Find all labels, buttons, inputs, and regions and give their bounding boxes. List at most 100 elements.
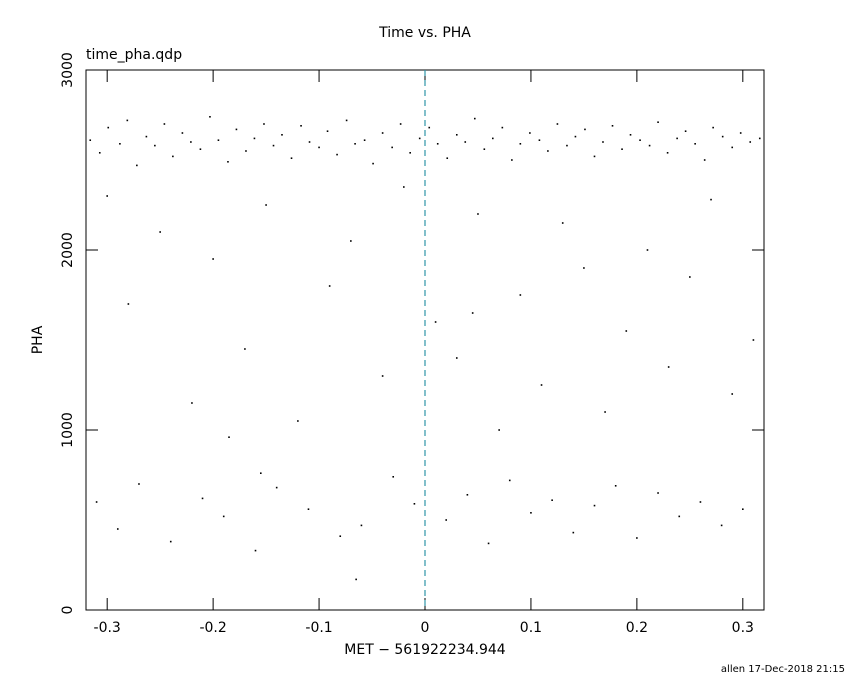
y-axis-label: PHA [30,325,46,354]
point [106,195,108,197]
point [254,549,257,552]
point [540,384,543,386]
point [519,294,522,296]
point [355,578,357,581]
point [464,141,467,143]
point [473,117,476,120]
point [657,121,659,123]
point [445,519,447,521]
point [145,135,148,138]
y-tick-label: 2000 [60,232,76,268]
chart-title: Time vs. PHA [378,25,471,41]
point [678,515,681,518]
point [621,148,623,150]
point [604,411,606,413]
point [667,366,670,368]
footer: allen 17-Dec-2018 21:15 [721,664,845,675]
point [629,134,632,136]
point [483,148,486,150]
point [712,126,714,129]
point [752,339,755,341]
point [259,472,262,474]
point [508,479,511,482]
point [584,128,586,131]
point [731,393,734,395]
point [583,267,585,269]
point [694,143,696,145]
point [501,126,504,129]
y-tick-label: 3000 [60,52,76,88]
point [127,303,130,305]
point [98,152,101,154]
point [731,146,734,149]
point [602,141,604,143]
point [547,150,549,152]
x-tick-label: -0.3 [94,620,121,636]
point [487,542,490,545]
point [538,139,541,141]
point [275,486,278,489]
point [190,141,192,143]
point [172,155,174,158]
point [290,157,293,159]
point [136,164,138,167]
point [529,132,531,134]
point [648,144,651,147]
point [281,134,283,136]
point [217,139,220,141]
point [666,152,669,154]
point [498,429,500,431]
point [336,153,338,156]
point [566,144,568,147]
point [381,132,384,134]
x-tick-label: -0.2 [199,620,226,636]
point [676,137,678,140]
point [749,141,752,143]
point [574,135,577,138]
point [350,240,352,242]
point [272,144,275,147]
point [511,159,513,161]
point [126,119,129,122]
point [636,537,638,539]
point [244,348,246,350]
point [212,258,214,260]
point [169,540,172,543]
point [199,148,202,150]
point [265,204,267,206]
point [191,402,193,404]
point [263,123,265,125]
point [95,501,98,503]
point [657,492,659,494]
y-tick-label: 0 [60,606,76,615]
point [209,116,211,118]
point [119,143,121,145]
point [519,143,522,145]
point [466,494,469,496]
point [307,508,310,510]
point [492,137,494,140]
point [222,515,225,518]
point [611,125,614,127]
point [235,128,238,131]
point [477,213,479,215]
point [201,497,204,500]
point [418,137,421,140]
point [360,524,363,527]
point [758,137,761,140]
point [639,139,641,141]
x-tick-label: 0.2 [626,620,648,636]
point [721,135,724,138]
point [116,528,119,530]
point [154,144,156,147]
point [308,141,311,143]
point [593,504,596,507]
x-tick-label: 0.3 [732,620,754,636]
point [245,150,247,152]
point [593,155,596,158]
point [138,483,140,485]
point [739,132,742,134]
point [354,143,356,145]
y-tick-label: 1000 [60,412,76,448]
x-tick-label: 0 [421,620,430,636]
